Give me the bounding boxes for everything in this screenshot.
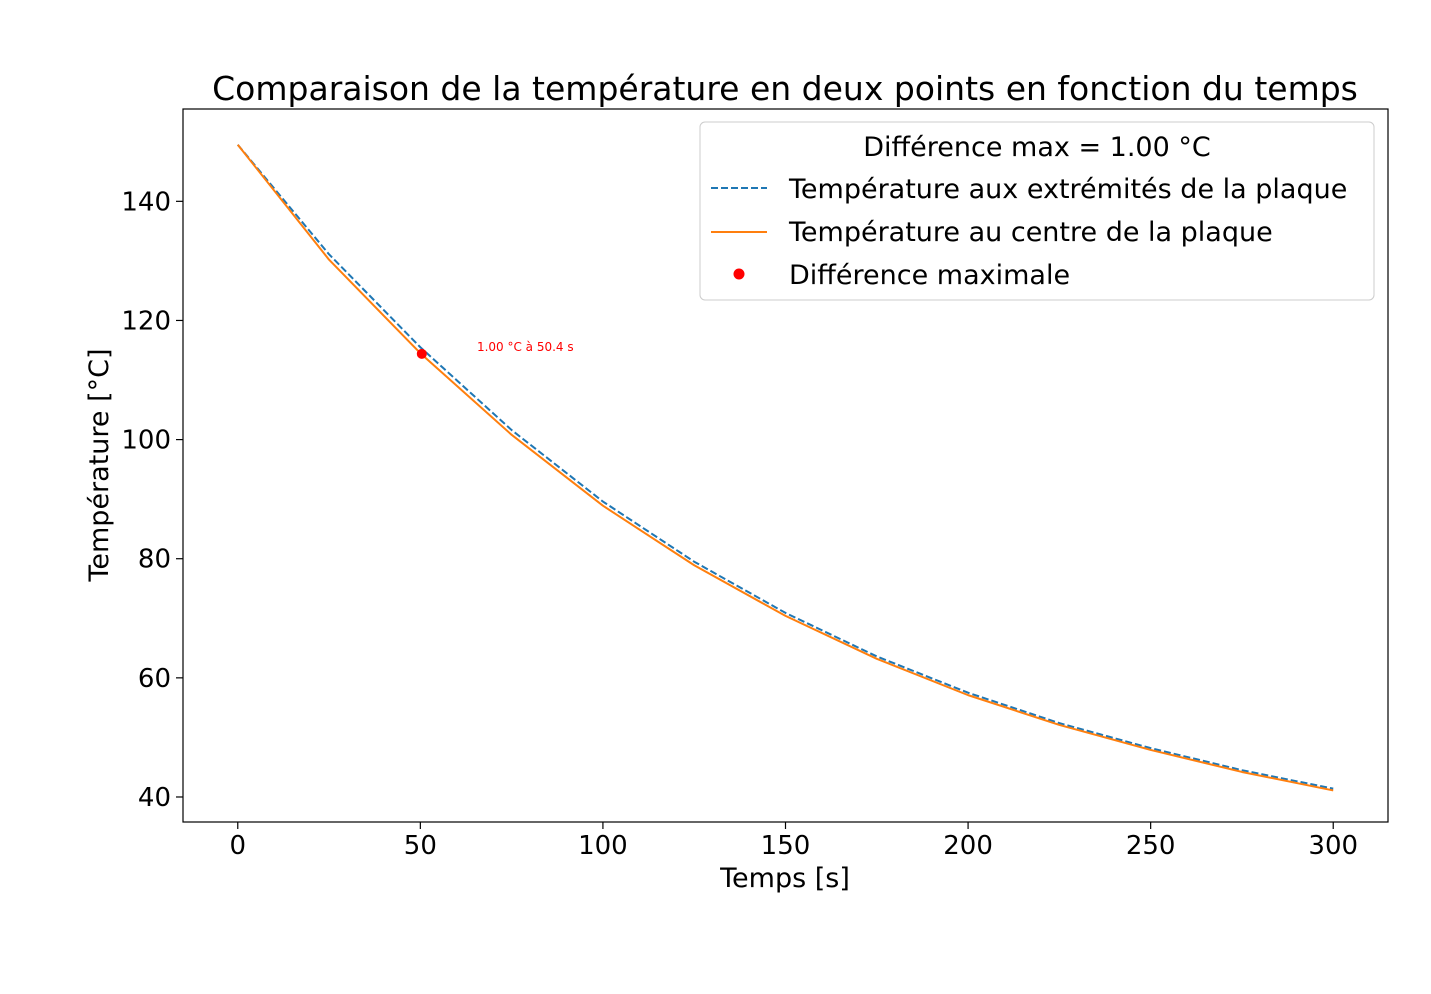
legend-swatch-marker xyxy=(733,268,745,280)
x-tick-label: 200 xyxy=(943,831,993,861)
x-axis: 0 50 100 150 200 250 300 xyxy=(229,822,1358,861)
y-tick-label: 40 xyxy=(138,783,171,813)
legend-title: Différence max = 1.00 °C xyxy=(863,132,1210,163)
x-axis-label: Temps [s] xyxy=(719,863,850,894)
annotation-layer: 1.00 °C à 50.4 s xyxy=(477,340,574,354)
plot-area: 1.00 °C à 50.4 s xyxy=(182,108,1389,823)
marker-layer xyxy=(416,348,427,359)
y-tick-label: 60 xyxy=(138,664,171,694)
legend-label-series-2: Température au centre de la plaque xyxy=(788,217,1273,248)
y-tick-label: 80 xyxy=(138,545,171,575)
x-tick-label: 300 xyxy=(1308,831,1358,861)
y-axis-label: Température [°C] xyxy=(84,348,115,582)
x-tick-label: 250 xyxy=(1126,831,1176,861)
y-tick-label: 140 xyxy=(121,187,171,217)
legend-label-marker: Différence maximale xyxy=(789,260,1070,291)
chart-title: Comparaison de la température en deux po… xyxy=(212,69,1358,108)
annotation-label: 1.00 °C à 50.4 s xyxy=(477,340,574,354)
x-tick-label: 150 xyxy=(761,831,811,861)
legend: Différence max = 1.00 °C Température aux… xyxy=(699,121,1375,301)
y-tick-label: 120 xyxy=(121,306,171,336)
series-line-1 xyxy=(237,144,1334,790)
x-tick-label: 0 xyxy=(229,831,246,861)
legend-label-series-1: Température aux extrémités de la plaque xyxy=(788,174,1347,205)
y-tick-label: 100 xyxy=(121,426,171,456)
y-axis: 40 60 80 100 120 140 xyxy=(121,187,183,813)
max-difference-point xyxy=(416,348,427,359)
x-tick-label: 100 xyxy=(578,831,628,861)
legend-frame xyxy=(699,121,1375,301)
x-tick-label: 50 xyxy=(404,831,437,861)
